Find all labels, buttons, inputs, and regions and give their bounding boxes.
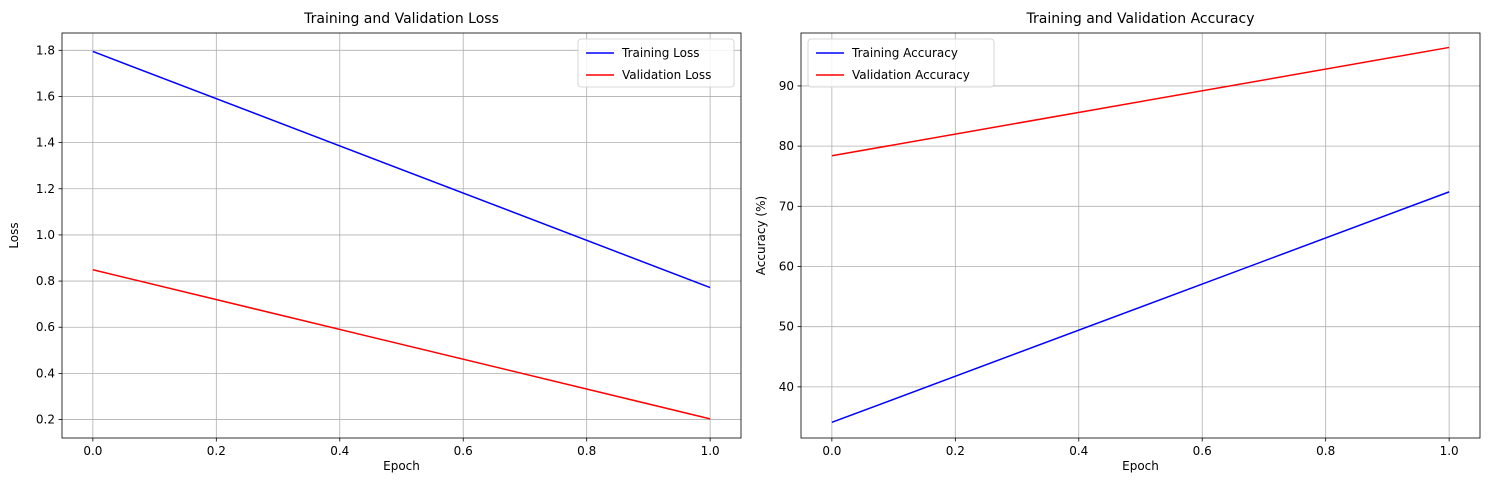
plot-frame (800, 32, 1481, 439)
series-line-validation (831, 46, 1450, 157)
legend: Training Loss Validation Loss (577, 38, 735, 88)
legend-label: Validation Loss (622, 68, 711, 82)
x-tick-label: 0.8 (1316, 444, 1335, 458)
x-tick-label: 0.2 (946, 444, 965, 458)
x-tick-label: 1.0 (1440, 444, 1459, 458)
legend: Training Accuracy Validation Accuracy (807, 38, 995, 88)
y-tick-label: 1.8 (36, 43, 55, 57)
plot-frame (61, 32, 742, 439)
y-axis-label: Accuracy (%) (754, 196, 768, 275)
x-tick-label: 0.8 (577, 444, 596, 458)
y-tick-label: 0.6 (36, 320, 55, 334)
legend-box (577, 38, 735, 88)
series-line-training (831, 191, 1450, 424)
x-tick-label: 0.6 (454, 444, 473, 458)
y-tick-label: 40 (779, 380, 794, 394)
y-tick-label: 0.4 (36, 366, 55, 380)
y-tick-label: 90 (779, 79, 794, 93)
y-tick-label: 1.0 (36, 228, 55, 242)
x-tick-label: 1.0 (701, 444, 720, 458)
x-tick-label: 0.6 (1193, 444, 1212, 458)
series-line-validation (92, 269, 711, 420)
legend-label: Training Accuracy (851, 46, 958, 60)
x-tick-label: 0.4 (1069, 444, 1088, 458)
x-axis-label: Epoch (383, 459, 420, 473)
legend-label: Validation Accuracy (852, 68, 970, 82)
x-tick-label: 0.2 (207, 444, 226, 458)
x-tick-label: 0.0 (822, 444, 841, 458)
x-tick-label: 0.0 (83, 444, 102, 458)
x-tick-label: 0.4 (330, 444, 349, 458)
loss-chart-panel: 0.0 0.2 0.4 0.6 0.8 1.0 0.2 0.4 0.6 0.8 1.0 1.2 1.4 1… (7, 11, 742, 473)
y-tick-label: 60 (779, 259, 794, 273)
y-tick-label: 70 (779, 199, 794, 213)
y-tick-label: 80 (779, 139, 794, 153)
y-tick-label: 1.2 (36, 182, 55, 196)
x-axis-label: Epoch (1122, 459, 1159, 473)
accuracy-chart-panel: 0.0 0.2 0.4 0.6 0.8 1.0 40 50 60 70 80 90 Training a… (754, 11, 1481, 473)
y-tick-label: 0.2 (36, 413, 55, 427)
y-tick-label: 1.6 (36, 89, 55, 103)
y-tick-label: 50 (779, 320, 794, 334)
y-axis-label: Loss (7, 222, 21, 248)
y-tick-label: 0.8 (36, 274, 55, 288)
y-tick-label: 1.4 (36, 136, 55, 150)
legend-label: Training Loss (621, 46, 699, 60)
series-line-training (92, 50, 711, 289)
chart-title: Training and Validation Loss (303, 11, 499, 27)
chart-title: Training and Validation Accuracy (1026, 11, 1255, 27)
legend-box (807, 38, 995, 88)
